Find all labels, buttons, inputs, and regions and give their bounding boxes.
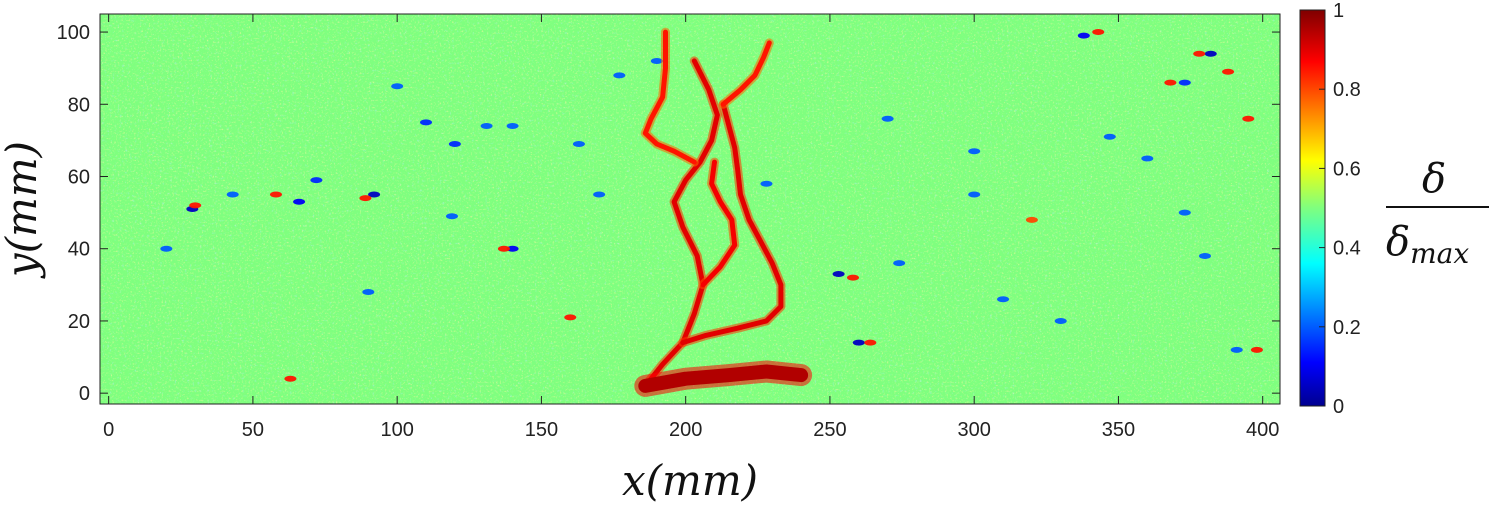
y-axis-label: y(mm) (0, 141, 46, 279)
heatmap-spot (368, 191, 381, 198)
heatmap-spot (1198, 252, 1211, 259)
heatmap-spot (852, 339, 865, 346)
y-tick-label: 20 (68, 311, 90, 333)
heatmap-spot (864, 339, 877, 346)
heatmap-spot (391, 83, 404, 90)
heatmap-spot (1077, 32, 1090, 39)
colorbar-label-denominator-symbol: δ (1386, 219, 1410, 265)
heatmap-spot (1250, 346, 1263, 353)
heatmap-spot (1204, 50, 1217, 57)
y-tick-label: 100 (57, 22, 90, 44)
heatmap-spot (1230, 346, 1243, 353)
axes: 0 50 100 150 200 250 300 350 400 0 20 40 60 80 100 (57, 13, 1281, 441)
heatmap-spot (189, 202, 202, 209)
y-tick-label: 40 (68, 239, 90, 261)
heatmap-spot (968, 191, 981, 198)
heatmap-spot (497, 245, 510, 252)
x-axis-label: x(mm) (622, 456, 758, 505)
y-tick-label: 0 (79, 383, 90, 405)
colorbar-tick-label: 0 (1333, 396, 1344, 418)
colorbar-label-numerator: δ (1422, 156, 1446, 202)
heatmap-spot (480, 122, 493, 129)
heatmap-spot (1103, 133, 1116, 140)
plot-frame (99, 13, 1281, 405)
heatmap-spot (847, 274, 860, 281)
heatmap-spot (613, 72, 626, 79)
colorbar: 0 0.2 0.4 0.6 0.8 1 (1299, 0, 1361, 418)
y-tick-label: 80 (68, 94, 90, 116)
heatmap-spot (1178, 79, 1191, 86)
heatmap-spot (832, 271, 845, 277)
heatmap-spot (997, 296, 1010, 303)
heatmap-spot (160, 245, 173, 252)
colorbar-label-denominator: δmax (1386, 219, 1469, 270)
heatmap-spot (1178, 209, 1191, 216)
plot-area (100, 14, 1280, 404)
x-tick-label: 350 (1102, 419, 1135, 441)
colorbar-label-denominator-subscript: max (1410, 237, 1469, 270)
colorbar-tick-label: 0.8 (1333, 79, 1361, 101)
x-tick-label: 100 (380, 419, 413, 441)
heatmap-spot (1141, 155, 1154, 162)
x-tick-label: 150 (525, 419, 558, 441)
heatmap-spot (284, 375, 297, 382)
heatmap-spot (572, 141, 585, 147)
colorbar-tick-label: 1 (1333, 0, 1344, 22)
heatmap-spot (293, 198, 306, 205)
colorbar-tick-label: 0.2 (1333, 317, 1361, 339)
y-tick-label: 60 (68, 167, 90, 189)
crack-upper-left-branch (642, 29, 697, 165)
heatmap-spot (310, 177, 323, 184)
heatmap-spot (968, 148, 981, 155)
heatmap-spot (448, 141, 461, 147)
heatmap-spot (881, 115, 894, 122)
x-tick-label: 300 (957, 419, 990, 441)
x-tick-label: 250 (813, 419, 846, 441)
heatmap-spot (1242, 115, 1255, 122)
heatmap-spot (226, 191, 239, 198)
heatmap-spot (362, 289, 375, 296)
heatmap-spot (593, 191, 606, 198)
heatmap-spot (1193, 50, 1206, 57)
crack-mid-branch (700, 159, 738, 288)
colorbar-gradient (1299, 9, 1326, 407)
heatmap-texture-low (100, 14, 1280, 404)
colorbar-tick-label: 0.4 (1333, 238, 1361, 260)
heatmap-spot (420, 119, 433, 126)
heatmap-spot (1164, 79, 1177, 86)
heatmap-spot (506, 245, 519, 252)
x-tick-label: 200 (669, 419, 702, 441)
heatmap-spot (506, 122, 519, 129)
heatmap-spot (760, 180, 773, 187)
x-tick-label: 0 (103, 419, 114, 441)
heatmap-spot (1054, 317, 1067, 324)
crack-upper-right-branch (720, 40, 772, 107)
heatmap-spot (269, 191, 282, 198)
heatmap-spot (445, 213, 458, 220)
heatmap-spot (650, 57, 663, 64)
heatmap-spot (1222, 68, 1235, 75)
crack-main-branch-right (680, 101, 784, 346)
heatmap-spot (893, 260, 906, 267)
x-tick-label: 400 (1246, 419, 1279, 441)
crack-base-spread (638, 364, 809, 393)
colorbar-tick-label: 0.6 (1333, 158, 1361, 180)
heatmap-spot (1092, 29, 1105, 36)
x-tick-label: 50 (242, 419, 264, 441)
heatmap-spot (564, 314, 577, 321)
heatmap-spot (359, 195, 372, 202)
heatmap-spot (1025, 216, 1038, 223)
